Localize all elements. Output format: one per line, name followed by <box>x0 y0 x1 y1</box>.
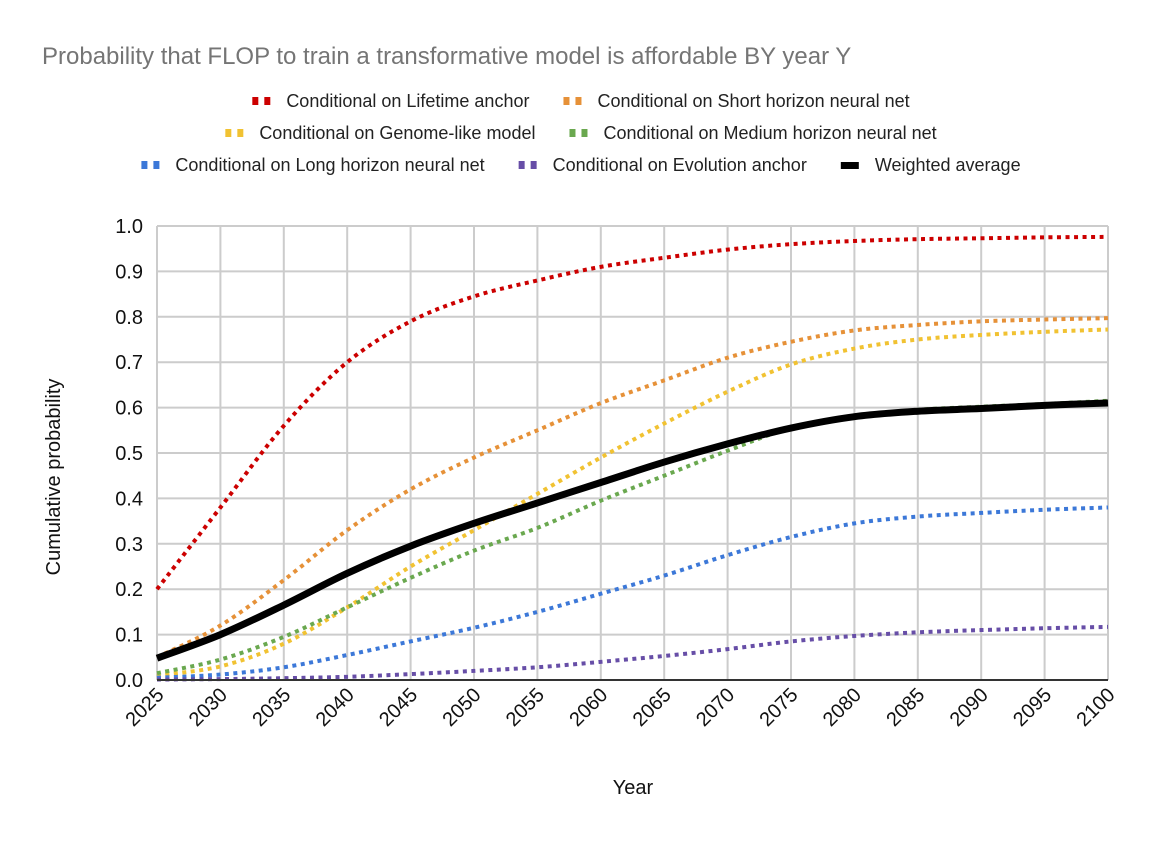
series-line-conditional-on-genome-like-model <box>156 327 1109 678</box>
series-line-conditional-on-lifetime-anchor <box>155 234 1109 591</box>
series-group <box>155 234 1109 682</box>
x-axis-ticks: 2025 2030 2035 2040 2045 2050 2055 2060 2065 2070… <box>122 684 1120 731</box>
y-axis-title: Cumulative probability <box>43 379 65 576</box>
x-tick-label: 2035 <box>248 684 295 731</box>
legend-swatch-dot <box>141 161 148 169</box>
legend-swatch-dot <box>530 161 537 169</box>
legend-label: Conditional on Short horizon neural net <box>597 91 909 111</box>
x-tick-label: 2065 <box>629 684 676 731</box>
x-tick-label: 2080 <box>819 684 866 731</box>
legend-item[interactable]: Conditional on Long horizon neural net <box>141 155 485 175</box>
y-tick-label: 0.5 <box>115 443 143 465</box>
y-tick-label: 0.2 <box>115 579 143 601</box>
x-tick-label: 2060 <box>565 684 612 731</box>
legend-label: Conditional on Lifetime anchor <box>286 91 529 111</box>
legend-label: Conditional on Long horizon neural net <box>175 155 484 175</box>
y-tick-label: 0.9 <box>115 261 143 283</box>
x-tick-label: 2040 <box>312 684 359 731</box>
series-line-conditional-on-evolution-anchor <box>156 624 1109 682</box>
legend-item[interactable]: Conditional on Medium horizon neural net <box>569 123 937 143</box>
y-axis-ticks: 0.0 0.1 0.2 0.3 0.4 0.5 0.6 0.7 0.8 0.9 1.0 <box>115 216 143 692</box>
legend-label: Conditional on Evolution anchor <box>553 155 807 175</box>
legend-swatch-dot <box>581 129 588 137</box>
x-tick-label: 2045 <box>375 684 422 731</box>
legend-item[interactable]: Conditional on Lifetime anchor <box>252 91 529 111</box>
legend-swatch-dot <box>237 129 244 137</box>
y-tick-label: 0.8 <box>115 307 143 329</box>
y-tick-label: 0.6 <box>115 398 143 420</box>
y-tick-label: 0.0 <box>115 670 143 692</box>
x-tick-label: 2050 <box>439 684 486 731</box>
legend-swatch-dot <box>569 129 576 137</box>
legend-swatch-dot <box>225 129 232 137</box>
chart-title: Probability that FLOP to train a transfo… <box>42 43 851 70</box>
x-axis-title: Year <box>613 777 654 799</box>
legend-item[interactable]: Weighted average <box>840 155 1021 175</box>
legend-item[interactable]: Conditional on Short horizon neural net <box>563 91 910 111</box>
gridlines <box>156 225 1109 681</box>
legend-label: Weighted average <box>875 155 1021 175</box>
x-tick-label: 2030 <box>185 684 232 731</box>
y-tick-label: 1.0 <box>115 216 143 238</box>
x-tick-label: 2055 <box>502 684 549 731</box>
x-tick-label: 2070 <box>692 684 739 731</box>
legend-label: Conditional on Genome-like model <box>259 123 535 143</box>
x-tick-label: 2085 <box>882 684 929 731</box>
legend-swatch-solid <box>840 162 859 169</box>
x-tick-label: 2090 <box>946 684 993 731</box>
x-tick-label: 2095 <box>1009 684 1056 731</box>
series-line-weighted-average <box>155 399 1109 662</box>
legend: Conditional on Lifetime anchor Conditiona… <box>141 91 1021 175</box>
legend-item[interactable]: Conditional on Evolution anchor <box>518 155 807 175</box>
legend-swatch-dot <box>575 97 582 105</box>
legend-swatch-dot <box>252 97 259 105</box>
y-tick-label: 0.7 <box>115 352 143 374</box>
series-line-conditional-on-short-horizon-neural-net <box>156 316 1109 660</box>
y-tick-label: 0.4 <box>115 488 143 510</box>
legend-swatch-dot <box>153 161 160 169</box>
x-tick-label: 2100 <box>1073 684 1120 731</box>
y-tick-label: 0.1 <box>115 625 143 647</box>
x-tick-label: 2075 <box>756 684 803 731</box>
series-line-conditional-on-long-horizon-neural-net <box>156 505 1109 680</box>
legend-swatch-dot <box>518 161 525 169</box>
legend-label: Conditional on Medium horizon neural net <box>603 123 936 143</box>
y-tick-label: 0.3 <box>115 534 143 556</box>
legend-item[interactable]: Conditional on Genome-like model <box>225 123 535 143</box>
legend-swatch-dot <box>264 97 271 105</box>
legend-swatch-dot <box>563 97 570 105</box>
